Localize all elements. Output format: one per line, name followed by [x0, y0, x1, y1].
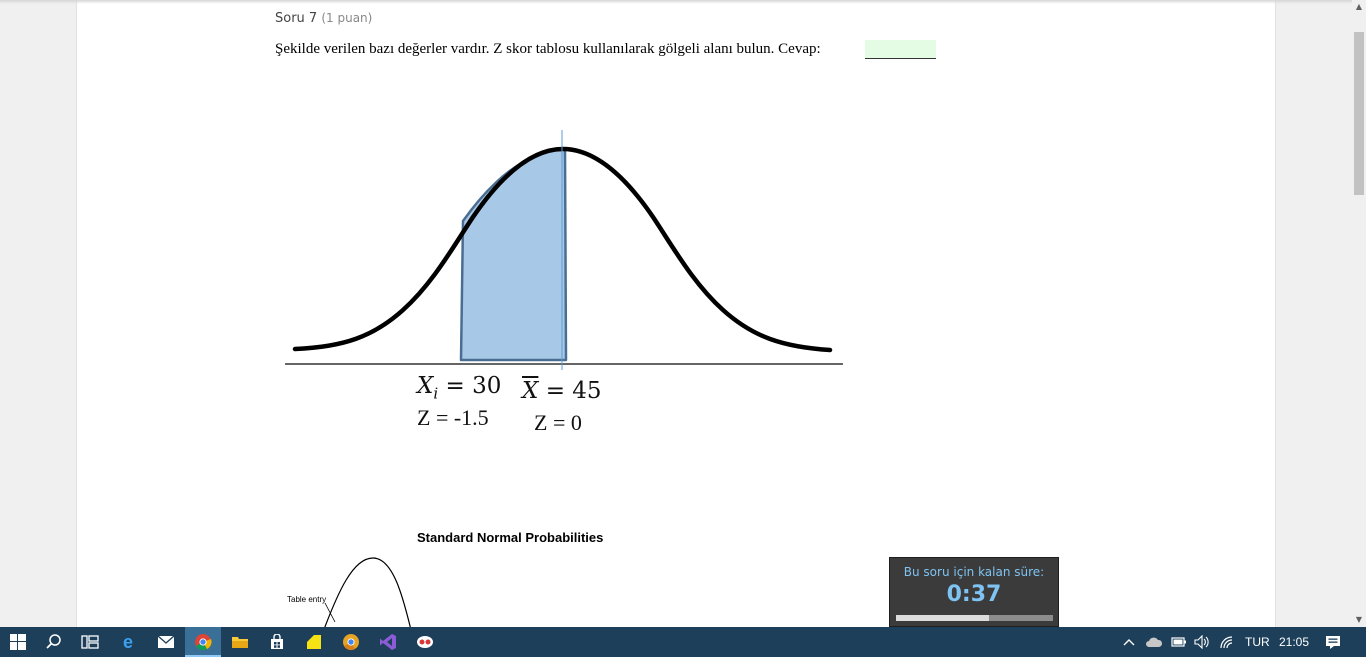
battery-icon[interactable]: [1171, 627, 1187, 657]
timer-progress-bar: [896, 615, 1053, 621]
mini-curve-svg: Table entry: [287, 557, 412, 633]
timer-label: Bu soru için kalan süre:: [903, 565, 1045, 579]
mini-curve: [322, 557, 412, 633]
sticky-notes-icon[interactable]: [296, 627, 332, 657]
action-center-icon[interactable]: [1325, 627, 1341, 657]
timer-panel: Bu soru için kalan süre: 0:37: [889, 557, 1059, 627]
edge-icon[interactable]: e: [110, 627, 146, 657]
answer-input[interactable]: [865, 40, 936, 59]
language-text: TUR: [1245, 635, 1270, 649]
z-left-label: Z = -1.5: [417, 405, 489, 430]
volume-icon[interactable]: [1194, 627, 1210, 657]
store-icon[interactable]: [259, 627, 295, 657]
mini-entry-pointer: [324, 602, 336, 623]
question-points: (1 puan): [321, 11, 373, 25]
snipping-tool-icon[interactable]: [407, 627, 443, 657]
clock[interactable]: 21:05: [1279, 627, 1309, 657]
xbar-symbol: X: [522, 378, 539, 404]
xbar-value: = 45: [545, 378, 602, 404]
chrome-canary-icon[interactable]: [333, 627, 369, 657]
question-text: Şekilde verilen bazı değerler vardır. Z …: [275, 41, 821, 57]
xi-symbol: X: [417, 373, 434, 399]
xi-subscript: i: [433, 384, 439, 403]
search-icon[interactable]: [36, 627, 72, 657]
question-title: Soru 7 (1 puan): [275, 11, 372, 26]
scroll-up-arrow-icon[interactable]: ▲: [1355, 2, 1363, 11]
normal-curve: [292, 146, 833, 353]
table-entry-figure: Table entry: [283, 552, 423, 633]
tray-chevron-icon[interactable]: [1122, 627, 1136, 657]
xbar-label: X = 45: [522, 378, 602, 404]
windows-start-icon[interactable]: [0, 627, 36, 657]
wifi-icon[interactable]: [1219, 627, 1235, 657]
scrollbar-thumb[interactable]: [1354, 32, 1364, 195]
top-shadow: [0, 0, 1352, 4]
timer-value: 0:37: [946, 582, 1002, 607]
mail-icon[interactable]: [148, 627, 184, 657]
visual-studio-icon[interactable]: [370, 627, 406, 657]
clock-time: 21:05: [1279, 635, 1310, 649]
question-number: Soru 7: [275, 11, 318, 26]
svg-text:e: e: [123, 633, 133, 651]
scroll-down-arrow-icon[interactable]: ▼: [1355, 615, 1363, 624]
table-title: Standard Normal Probabilities: [417, 530, 604, 545]
file-explorer-icon[interactable]: [222, 627, 258, 657]
chrome-icon[interactable]: [185, 627, 221, 657]
vertical-scrollbar[interactable]: ▲ ▼: [1352, 0, 1366, 627]
timer-progress-fill: [896, 615, 989, 621]
language-indicator[interactable]: TUR: [1245, 627, 1270, 657]
normal-curve-figure: [283, 125, 845, 374]
task-view-icon[interactable]: [72, 627, 108, 657]
xi-label: Xi = 30: [417, 373, 501, 403]
z-right-label: Z = 0: [534, 410, 582, 435]
xi-value: = 30: [445, 373, 502, 399]
normal-curve-svg: [283, 125, 845, 373]
table-entry-label: Table entry: [287, 595, 326, 604]
onedrive-icon[interactable]: [1145, 627, 1163, 657]
windows-taskbar: e TUR 21:05: [0, 627, 1366, 657]
